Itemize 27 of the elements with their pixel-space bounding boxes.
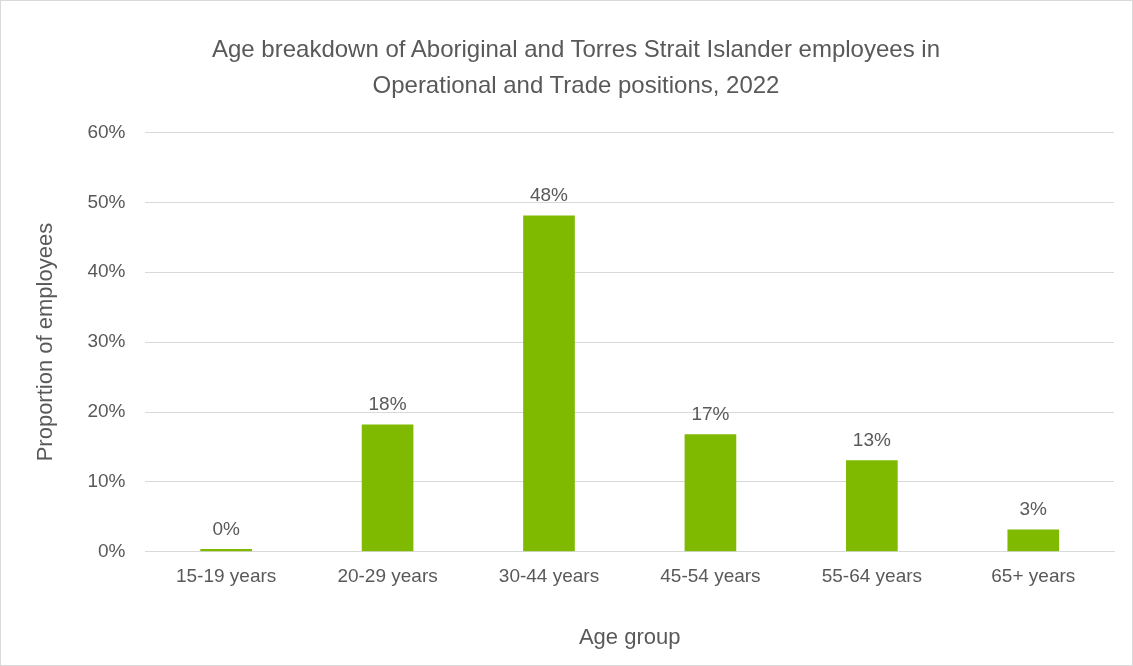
x-tick-label: 45-54 years [660, 565, 761, 587]
bar [523, 215, 575, 552]
data-label: 0% [212, 517, 240, 539]
y-tick-label: 20% [87, 400, 126, 422]
y-tick-label: 40% [87, 260, 126, 282]
x-tick-label: 20-29 years [337, 565, 438, 587]
x-axis-title: Age group [578, 623, 681, 649]
y-tick-label: 50% [87, 190, 126, 212]
bar [1007, 529, 1060, 552]
y-tick-label: 60% [87, 120, 126, 142]
data-label: 3% [1019, 498, 1048, 520]
data-label: 13% [852, 428, 891, 450]
y-tick-label: 0% [97, 540, 126, 562]
data-label: 48% [529, 184, 569, 206]
chart-title: Age breakdown of Aboriginal and Torres Strait Islander employees in Operational and Trade positions, 2022 [211, 34, 941, 100]
bar [361, 424, 414, 552]
data-label: 17% [691, 403, 730, 425]
x-tick-label: 65+ years [991, 565, 1076, 587]
y-tick-label: 30% [87, 330, 126, 352]
y-tick-label: 10% [87, 470, 126, 492]
bar [846, 460, 898, 552]
bar [684, 434, 737, 552]
x-tick-label: 55-64 years [821, 565, 923, 587]
x-tick-label: 15-19 years [175, 565, 277, 587]
y-axis-title: Proportion of employees [32, 222, 58, 462]
data-label: 18% [368, 393, 407, 415]
x-tick-label: 30-44 years [498, 565, 600, 587]
